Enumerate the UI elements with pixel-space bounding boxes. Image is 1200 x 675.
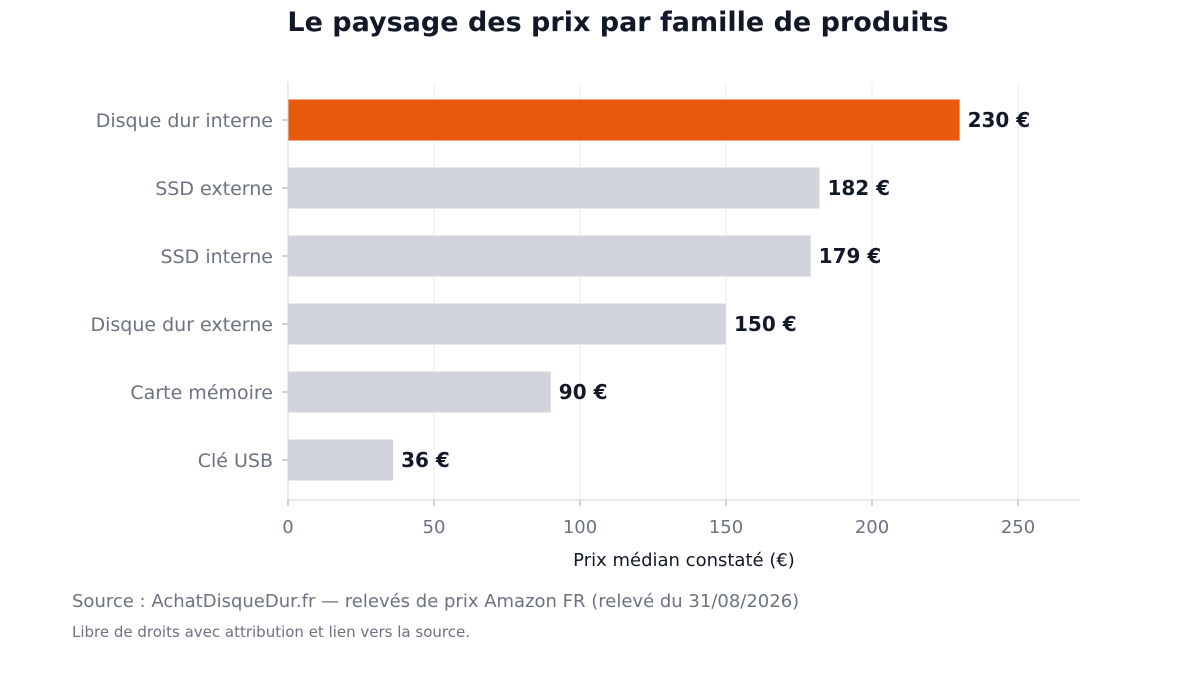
category-label: Carte mémoire [130,382,273,404]
category-label: Clé USB [198,450,273,472]
license-note: Libre de droits avec attribution et lien… [72,623,470,641]
bar-4 [288,371,551,413]
bar-0 [288,99,960,141]
category-label: Disque dur interne [96,110,273,132]
axes-group: 0 50 100 150 200 250 Disque dur interne SSD ext… [90,82,1080,538]
bar-5 [288,439,394,481]
bar-1 [288,167,820,209]
value-label: 90 € [559,380,608,404]
chart-title: Le paysage des prix par famille de produ… [287,7,948,38]
value-label: 150 € [734,312,797,336]
bar-3 [288,303,726,345]
category-label: Disque dur externe [90,314,273,336]
gridlines [287,82,1019,500]
x-tick-label: 100 [563,517,597,538]
source-note: Source : AchatDisqueDur.fr — relevés de … [72,591,799,612]
value-label: 230 € [968,108,1031,132]
value-label: 179 € [819,244,882,268]
bar-2 [288,235,811,277]
value-label: 182 € [827,176,890,200]
x-tick-label: 200 [855,517,889,538]
category-label: SSD externe [155,178,273,200]
x-tick-label: 50 [423,517,446,538]
category-label: SSD interne [161,246,273,268]
x-axis-label: Prix médian constaté (€) [573,550,795,571]
value-label: 36 € [401,448,450,472]
x-tick-label: 0 [282,517,293,538]
x-tick-label: 150 [709,517,743,538]
bars-group: 230 € 182 € 179 € 150 € 90 € 36 € [288,99,1031,481]
x-tick-label: 250 [1001,517,1035,538]
